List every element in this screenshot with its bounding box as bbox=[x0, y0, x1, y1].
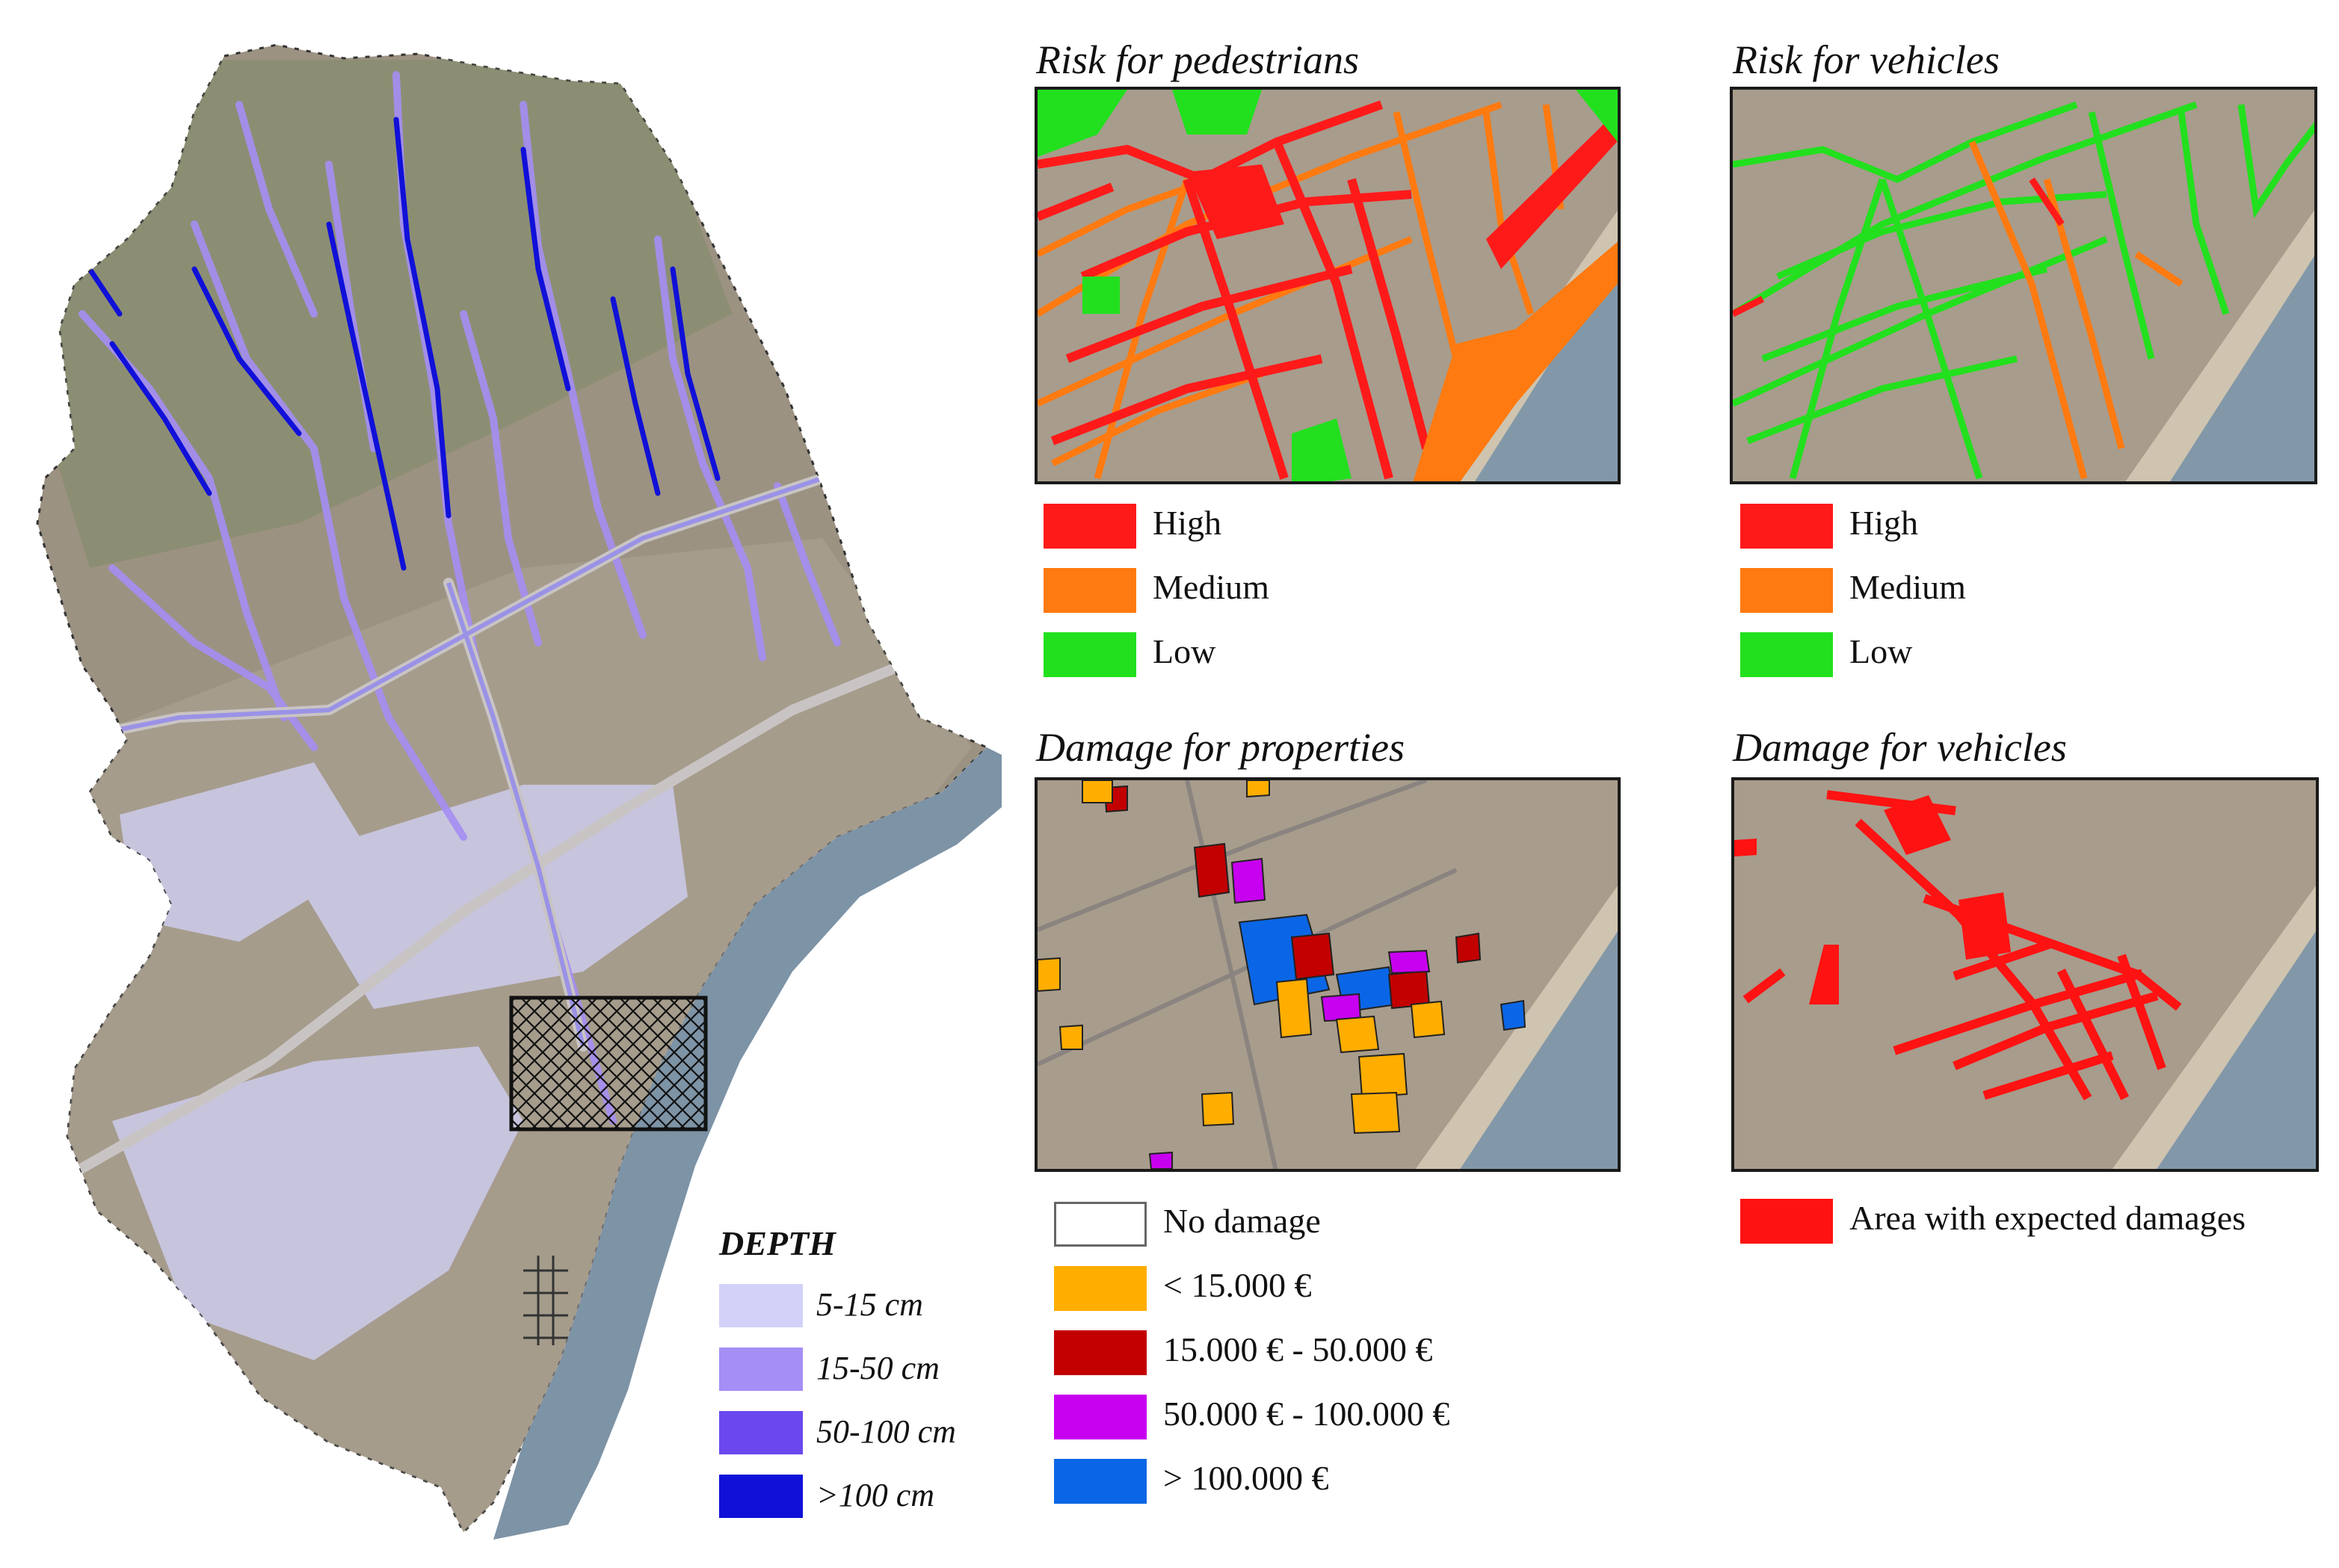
map-risk-pedestrians bbox=[1035, 87, 1621, 484]
flood-depth-map bbox=[36, 43, 1002, 1540]
zoom-area-rectangle bbox=[509, 996, 708, 1132]
sea-area bbox=[493, 747, 1002, 1540]
damage-properties-legend-label: 15.000 € - 50.000 € bbox=[1163, 1330, 1433, 1368]
depth-legend-label: 50-100 cm bbox=[816, 1413, 956, 1450]
risk-vehicles-legend-swatch bbox=[1740, 632, 1833, 677]
risk-pedestrians-legend-swatch bbox=[1044, 632, 1136, 677]
risk-vehicles-legend-swatch bbox=[1740, 504, 1833, 549]
panel-title-risk-pedestrians: Risk for pedestrians bbox=[1036, 37, 1359, 82]
risk-vehicles-legend-label: Medium bbox=[1849, 568, 1966, 606]
panel-title-damage-properties: Damage for properties bbox=[1036, 725, 1405, 770]
depth-legend-swatch bbox=[719, 1284, 803, 1327]
depth-legend-swatch bbox=[719, 1475, 803, 1518]
damage-vehicles-legend-label: Area with expected damages bbox=[1849, 1199, 2246, 1237]
damage-properties-legend-label: > 100.000 € bbox=[1163, 1459, 1329, 1497]
risk-pedestrians-legend-swatch bbox=[1044, 504, 1136, 549]
damage-properties-legend-swatch bbox=[1054, 1395, 1147, 1439]
map-damage-properties bbox=[1035, 777, 1621, 1172]
depth-legend-title: DEPTH bbox=[719, 1224, 836, 1262]
risk-vehicles-legend-label: Low bbox=[1849, 632, 1913, 670]
damage-properties-legend-swatch bbox=[1054, 1459, 1147, 1504]
damage-vehicles-legend-swatch bbox=[1740, 1199, 1833, 1244]
risk-pedestrians-legend-label: Low bbox=[1153, 632, 1216, 670]
damage-properties-legend-label: No damage bbox=[1163, 1202, 1321, 1240]
risk-vehicles-legend-swatch bbox=[1740, 568, 1833, 613]
risk-vehicles-legend-label: High bbox=[1849, 504, 1918, 542]
map-risk-vehicles bbox=[1730, 87, 2317, 484]
risk-pedestrians-legend-label: High bbox=[1153, 504, 1221, 542]
depth-legend-label: 15-50 cm bbox=[816, 1350, 940, 1386]
damage-properties-legend-swatch bbox=[1054, 1202, 1147, 1247]
risk-pedestrians-legend-swatch bbox=[1044, 568, 1136, 613]
panel-title-risk-vehicles: Risk for vehicles bbox=[1733, 37, 2000, 82]
risk-pedestrians-legend-label: Medium bbox=[1153, 568, 1269, 606]
depth-legend-swatch bbox=[719, 1411, 803, 1454]
map-damage-vehicles bbox=[1731, 777, 2319, 1172]
damage-properties-legend-swatch bbox=[1054, 1266, 1147, 1311]
damage-properties-legend-label: 50.000 € - 100.000 € bbox=[1163, 1395, 1450, 1433]
depth-legend-label: 5-15 cm bbox=[816, 1286, 923, 1323]
depth-legend-swatch bbox=[719, 1348, 803, 1391]
damage-properties-legend-swatch bbox=[1054, 1330, 1147, 1375]
damage-properties-legend-label: < 15.000 € bbox=[1163, 1266, 1312, 1304]
depth-legend-label: >100 cm bbox=[816, 1477, 934, 1513]
panel-title-damage-vehicles: Damage for vehicles bbox=[1733, 725, 2067, 770]
